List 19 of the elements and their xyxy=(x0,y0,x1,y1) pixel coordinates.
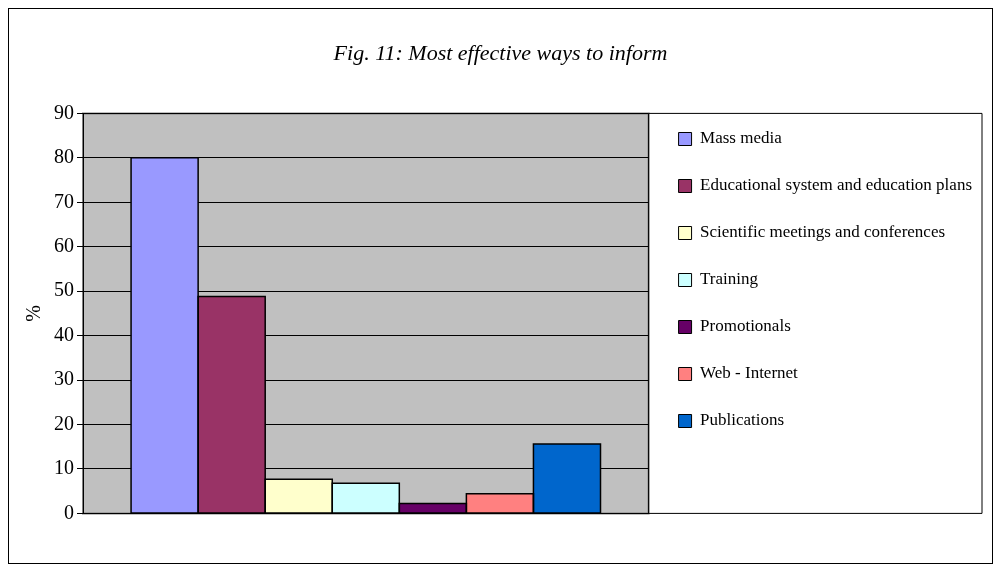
legend-label: Publications xyxy=(700,410,785,430)
legend-label: Training xyxy=(700,269,759,289)
y-tick-label: 0 xyxy=(64,500,74,523)
legend-label: Promotionals xyxy=(700,316,791,336)
y-tick-label: 50 xyxy=(54,278,74,301)
y-axis-title: % xyxy=(22,305,45,322)
y-tick-label: 70 xyxy=(54,189,74,212)
legend-label: Educational system and education plans xyxy=(700,175,973,195)
y-tick-label: 30 xyxy=(54,367,74,390)
legend-label: Scientific meetings and conferences xyxy=(700,222,946,242)
chart-title: Fig. 11: Most effective ways to inform xyxy=(332,39,668,65)
y-tick-label: 40 xyxy=(54,322,74,345)
legend-label: Web - Internet xyxy=(700,363,799,383)
y-tick-label: 90 xyxy=(54,100,74,123)
y-tick-label: 80 xyxy=(54,145,74,168)
legend-label: Mass media xyxy=(700,128,783,148)
y-tick-label: 10 xyxy=(54,456,74,479)
y-tick-label: 60 xyxy=(54,233,74,256)
y-tick-label: 20 xyxy=(54,411,74,434)
